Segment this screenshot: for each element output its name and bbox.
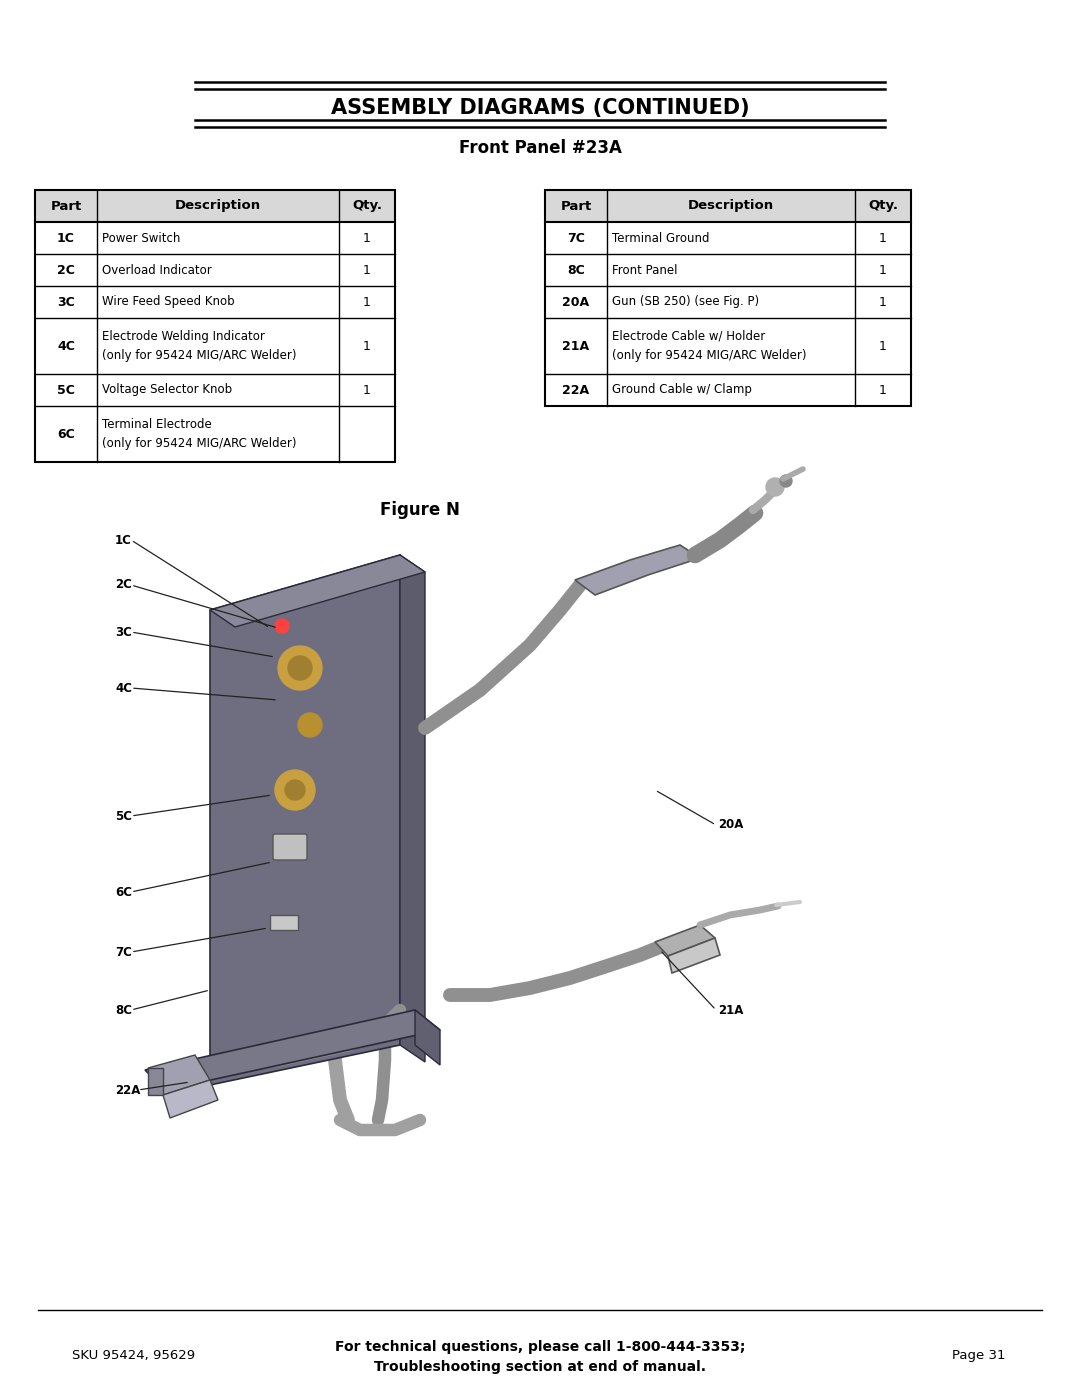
Text: For technical questions, please call 1-800-444-3353;: For technical questions, please call 1-8… bbox=[335, 1340, 745, 1354]
Text: 1C: 1C bbox=[57, 232, 75, 244]
Polygon shape bbox=[415, 1010, 440, 1065]
Text: Ground Cable w/ Clamp: Ground Cable w/ Clamp bbox=[612, 384, 752, 397]
Text: 21A: 21A bbox=[718, 1003, 743, 1017]
Text: 2C: 2C bbox=[114, 578, 132, 591]
Polygon shape bbox=[145, 1010, 440, 1090]
Text: Wire Feed Speed Knob: Wire Feed Speed Knob bbox=[102, 296, 234, 309]
Text: (only for 95424 MIG/ARC Welder): (only for 95424 MIG/ARC Welder) bbox=[612, 349, 807, 362]
Text: 4C: 4C bbox=[114, 682, 132, 694]
Circle shape bbox=[288, 657, 312, 680]
Text: Figure N: Figure N bbox=[380, 502, 460, 520]
Text: 8C: 8C bbox=[567, 264, 585, 277]
Text: Terminal Electrode: Terminal Electrode bbox=[102, 418, 212, 432]
Text: 7C: 7C bbox=[567, 232, 585, 244]
Bar bbox=[545, 190, 912, 222]
Text: Front Panel #23A: Front Panel #23A bbox=[459, 138, 621, 156]
Text: 1: 1 bbox=[363, 232, 370, 244]
Circle shape bbox=[275, 770, 315, 810]
Text: Part: Part bbox=[561, 200, 592, 212]
Polygon shape bbox=[400, 555, 426, 1062]
Text: ASSEMBLY DIAGRAMS (CONTINUED): ASSEMBLY DIAGRAMS (CONTINUED) bbox=[330, 98, 750, 117]
Text: Troubleshooting section at end of manual.: Troubleshooting section at end of manual… bbox=[374, 1361, 706, 1375]
Text: Qty.: Qty. bbox=[352, 200, 382, 212]
Polygon shape bbox=[163, 1080, 218, 1118]
Text: 21A: 21A bbox=[563, 339, 590, 352]
Text: Terminal Ground: Terminal Ground bbox=[612, 232, 710, 244]
Text: (only for 95424 MIG/ARC Welder): (only for 95424 MIG/ARC Welder) bbox=[102, 437, 297, 450]
Text: Voltage Selector Knob: Voltage Selector Knob bbox=[102, 384, 232, 397]
Polygon shape bbox=[654, 925, 715, 956]
Text: SKU 95424, 95629: SKU 95424, 95629 bbox=[72, 1348, 195, 1362]
Bar bbox=[35, 190, 395, 222]
Text: 5C: 5C bbox=[57, 384, 75, 397]
Text: 1: 1 bbox=[363, 384, 370, 397]
Text: 20A: 20A bbox=[563, 296, 590, 309]
Text: 6C: 6C bbox=[57, 427, 75, 440]
Polygon shape bbox=[669, 937, 720, 972]
FancyBboxPatch shape bbox=[273, 834, 307, 861]
Text: 4C: 4C bbox=[57, 339, 75, 352]
Text: Part: Part bbox=[51, 200, 82, 212]
Text: Front Panel: Front Panel bbox=[612, 264, 677, 277]
Text: 1: 1 bbox=[879, 264, 887, 277]
Text: 22A: 22A bbox=[563, 384, 590, 397]
Polygon shape bbox=[210, 555, 426, 627]
Circle shape bbox=[766, 478, 784, 496]
Polygon shape bbox=[148, 1055, 210, 1095]
Text: Overload Indicator: Overload Indicator bbox=[102, 264, 212, 277]
Text: 1C: 1C bbox=[114, 534, 132, 546]
Text: Power Switch: Power Switch bbox=[102, 232, 180, 244]
Text: 1: 1 bbox=[879, 339, 887, 352]
Text: Page 31: Page 31 bbox=[951, 1348, 1005, 1362]
Bar bbox=[545, 190, 912, 407]
Text: 1: 1 bbox=[879, 232, 887, 244]
Text: (only for 95424 MIG/ARC Welder): (only for 95424 MIG/ARC Welder) bbox=[102, 349, 297, 362]
Circle shape bbox=[275, 619, 289, 633]
Text: Description: Description bbox=[688, 200, 774, 212]
Circle shape bbox=[298, 712, 322, 738]
Text: 7C: 7C bbox=[114, 946, 132, 958]
Bar bbox=[35, 190, 395, 462]
Text: 2C: 2C bbox=[57, 264, 75, 277]
Text: 1: 1 bbox=[363, 264, 370, 277]
Text: Electrode Welding Indicator: Electrode Welding Indicator bbox=[102, 330, 265, 344]
Text: 22A: 22A bbox=[114, 1084, 140, 1097]
Text: 6C: 6C bbox=[114, 886, 132, 898]
Bar bbox=[270, 915, 298, 930]
Circle shape bbox=[285, 780, 305, 800]
Text: Qty.: Qty. bbox=[868, 200, 897, 212]
Polygon shape bbox=[210, 555, 400, 1085]
Text: Description: Description bbox=[175, 200, 261, 212]
Circle shape bbox=[278, 645, 322, 690]
Text: Gun (SB 250) (see Fig. P): Gun (SB 250) (see Fig. P) bbox=[612, 296, 759, 309]
Circle shape bbox=[780, 475, 792, 488]
Text: 20A: 20A bbox=[718, 819, 743, 831]
Text: Electrode Cable w/ Holder: Electrode Cable w/ Holder bbox=[612, 330, 766, 344]
Polygon shape bbox=[575, 545, 700, 595]
Text: 1: 1 bbox=[879, 384, 887, 397]
Text: 1: 1 bbox=[879, 296, 887, 309]
Text: 3C: 3C bbox=[114, 626, 132, 638]
Text: 3C: 3C bbox=[57, 296, 75, 309]
Polygon shape bbox=[148, 1067, 163, 1095]
Text: 1: 1 bbox=[363, 296, 370, 309]
Text: 5C: 5C bbox=[114, 809, 132, 823]
Text: 8C: 8C bbox=[114, 1003, 132, 1017]
Text: 1: 1 bbox=[363, 339, 370, 352]
